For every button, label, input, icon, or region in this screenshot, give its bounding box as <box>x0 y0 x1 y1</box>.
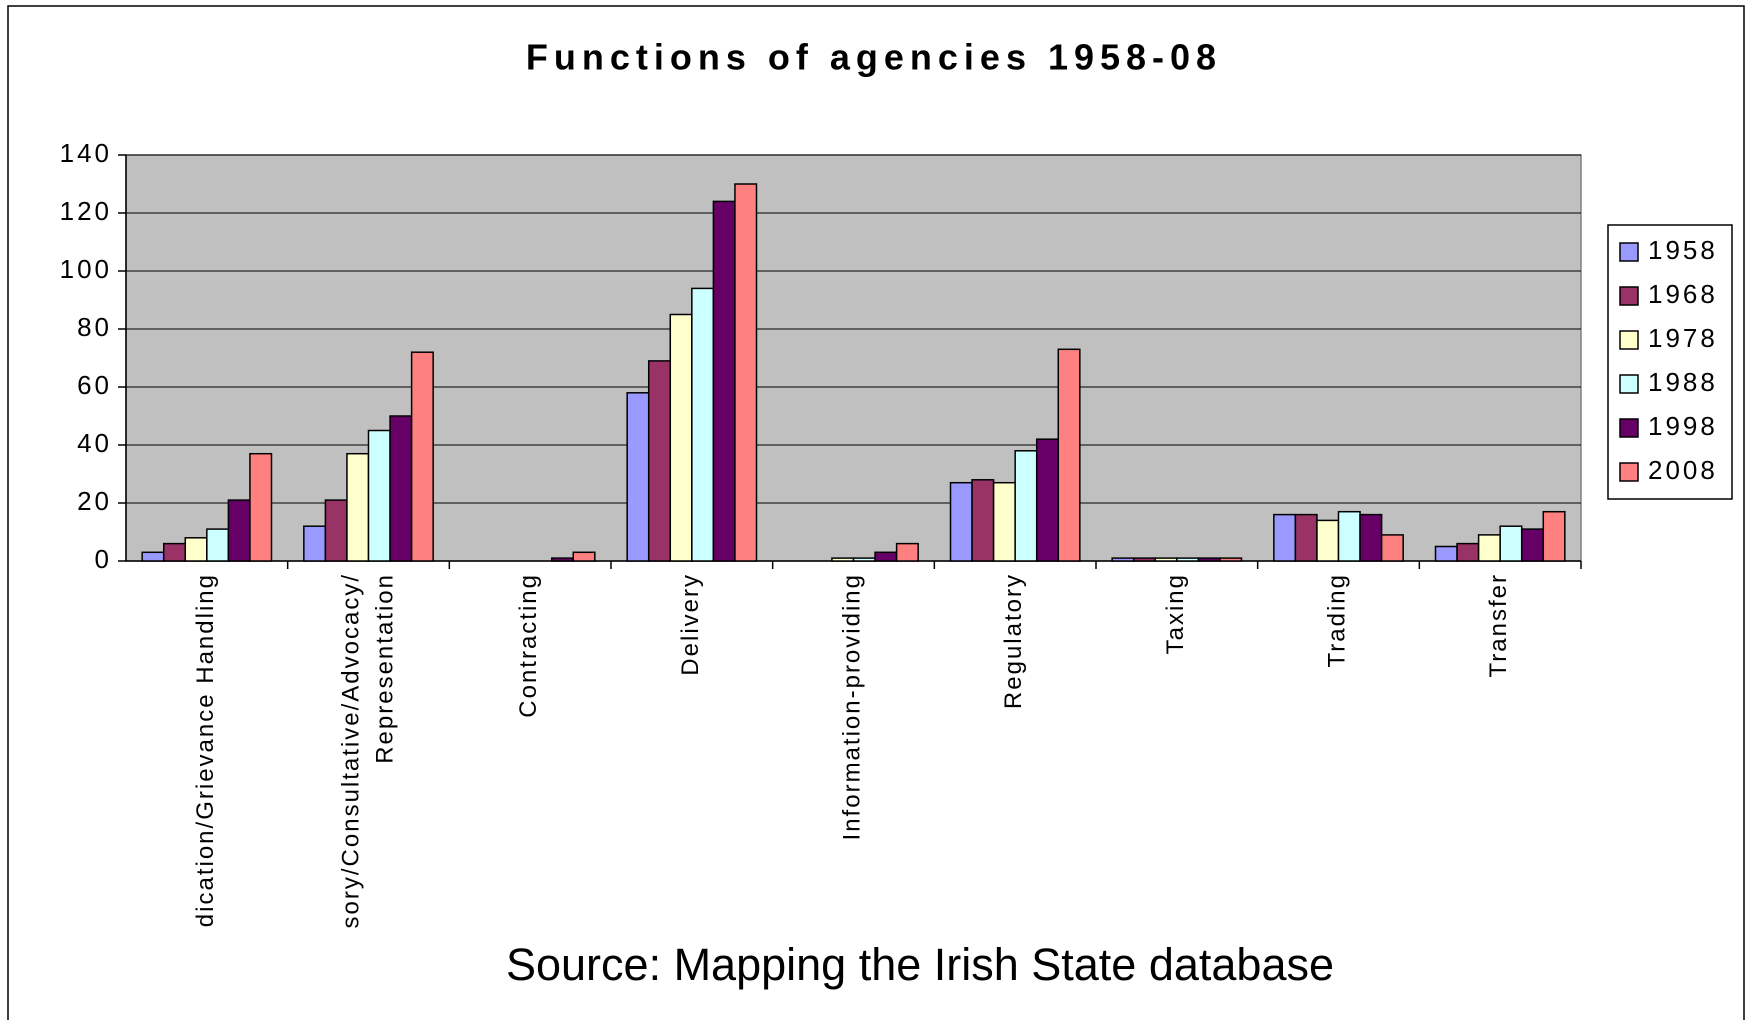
legend-swatch <box>1619 242 1639 262</box>
x-tick-label: Trading <box>1324 573 1351 667</box>
legend-label: 1978 <box>1648 323 1718 353</box>
bar <box>1132 557 1157 562</box>
bar <box>1456 542 1480 562</box>
bar <box>992 481 1016 562</box>
legend-swatch <box>1619 374 1639 394</box>
bar <box>1499 525 1523 562</box>
bar <box>1477 534 1501 562</box>
x-tick-label-line: Information-providing <box>839 573 866 840</box>
bar <box>1520 528 1545 562</box>
bar <box>949 481 973 562</box>
y-tick-label: 120 <box>60 196 112 226</box>
x-tick-label-line: sory/Consultative/Advocacy/ <box>338 573 365 928</box>
y-tick-label: 0 <box>95 544 112 574</box>
bar <box>669 313 693 562</box>
bar <box>1219 557 1243 562</box>
y-tick-label: 100 <box>60 254 112 284</box>
bar <box>831 557 855 562</box>
bar <box>1294 513 1318 562</box>
bar <box>367 429 391 562</box>
bar <box>626 392 650 562</box>
x-tick-label-line: Contracting <box>516 573 543 718</box>
bar <box>1111 557 1135 562</box>
bar <box>227 499 251 562</box>
legend-swatch <box>1619 462 1639 482</box>
bar <box>141 551 165 562</box>
bar <box>1057 348 1081 562</box>
legend-label: 1968 <box>1648 279 1718 309</box>
bar <box>389 415 413 562</box>
bar <box>1273 513 1297 562</box>
chart-title: Functions of agencies 1958-08 <box>526 37 1222 78</box>
legend-label: 1988 <box>1648 367 1718 397</box>
bar <box>410 351 434 562</box>
x-tick-label: Information-providing <box>839 573 866 840</box>
y-tick-label: 80 <box>77 312 112 342</box>
frame <box>7 5 1745 1020</box>
bar <box>1542 510 1566 562</box>
bar <box>550 557 575 562</box>
bar <box>1154 557 1178 562</box>
x-tick-label-line: Taxing <box>1162 573 1189 654</box>
x-tick-label: Taxing <box>1162 573 1189 654</box>
bar <box>162 542 187 562</box>
bar <box>1316 519 1340 562</box>
bar <box>895 542 919 562</box>
y-tick-label: 60 <box>77 370 112 400</box>
bar <box>734 183 758 562</box>
bar <box>1380 534 1404 562</box>
legend-label: 1958 <box>1648 235 1718 265</box>
bar <box>691 287 715 562</box>
x-tick-label: Delivery <box>677 573 704 676</box>
x-tick-label: sory/Consultative/Advocacy/Representatio… <box>338 573 399 928</box>
x-tick-label-line: Trading <box>1324 573 1351 667</box>
bar <box>206 528 230 562</box>
bar <box>1337 510 1361 562</box>
legend-label: 2008 <box>1648 455 1718 485</box>
x-tick-label: Transfer <box>1486 573 1513 677</box>
x-tick-label-line: Transfer <box>1486 573 1513 677</box>
y-tick-label: 140 <box>60 138 112 168</box>
legend-swatch <box>1619 418 1639 438</box>
bar <box>249 452 273 562</box>
x-tick-label: Regulatory <box>1001 573 1028 709</box>
y-tick-label: 40 <box>77 428 112 458</box>
bar <box>971 479 995 562</box>
x-tick-label: Contracting <box>516 573 543 718</box>
bar <box>1434 545 1458 562</box>
legend-label: 1998 <box>1648 411 1718 441</box>
bar <box>1014 450 1038 562</box>
bar <box>712 200 736 562</box>
legend-box <box>1607 224 1733 500</box>
bar <box>647 360 672 562</box>
x-tick-label: dication/Grievance Handling <box>192 573 219 927</box>
x-tick-label-line: dication/Grievance Handling <box>192 573 219 927</box>
y-tick-label: 20 <box>77 486 112 516</box>
bar <box>303 525 327 562</box>
source-note: Source: Mapping the Irish State database <box>506 939 1334 990</box>
bar <box>572 551 596 562</box>
bar <box>1359 513 1383 562</box>
x-tick-label-line: Representation <box>372 573 399 764</box>
bar <box>1035 438 1060 562</box>
legend-swatch <box>1619 330 1639 350</box>
bar <box>324 499 348 562</box>
x-tick-label-line: Regulatory <box>1001 573 1028 709</box>
bar <box>346 452 370 562</box>
bar <box>1197 557 1221 562</box>
x-tick-label-line: Delivery <box>677 573 704 676</box>
legend-swatch <box>1619 286 1639 306</box>
bar <box>1176 557 1200 562</box>
bar <box>874 551 898 562</box>
bar <box>184 537 208 562</box>
bar <box>852 557 876 562</box>
